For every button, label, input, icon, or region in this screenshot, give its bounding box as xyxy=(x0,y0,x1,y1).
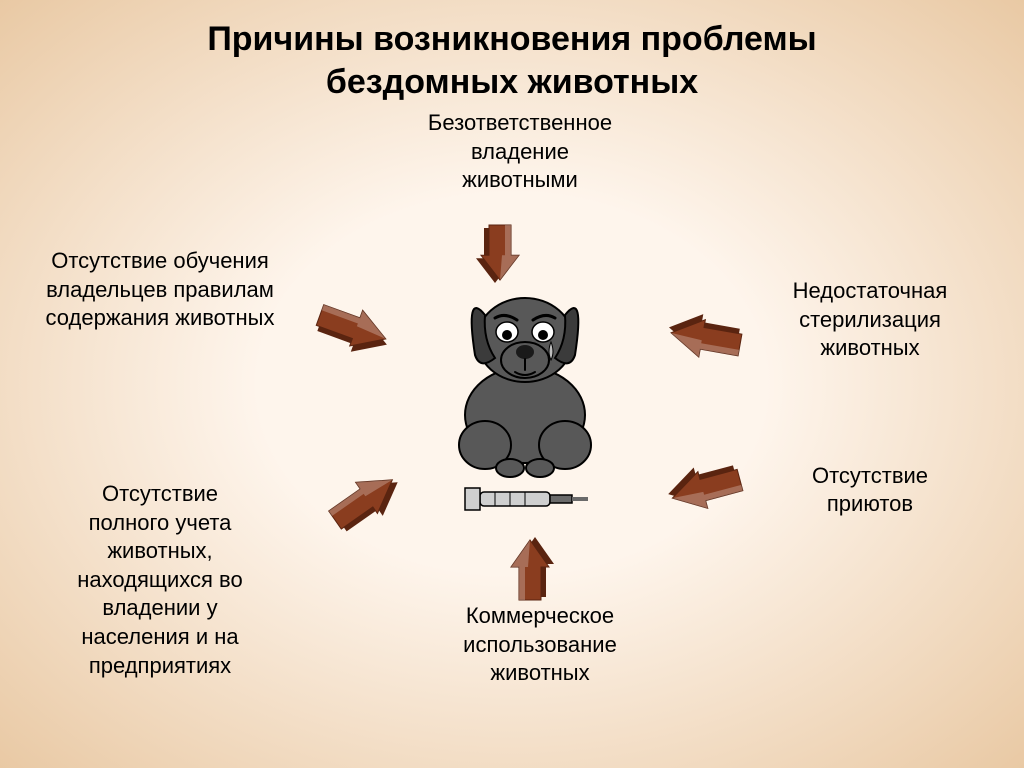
dog-icon xyxy=(425,260,625,520)
arrow-right-1 xyxy=(665,309,744,364)
arrow-bottom xyxy=(511,537,554,600)
arrow-top-left xyxy=(312,297,395,362)
arrow-right-2 xyxy=(663,457,745,517)
arrow-bot-left xyxy=(324,463,408,540)
